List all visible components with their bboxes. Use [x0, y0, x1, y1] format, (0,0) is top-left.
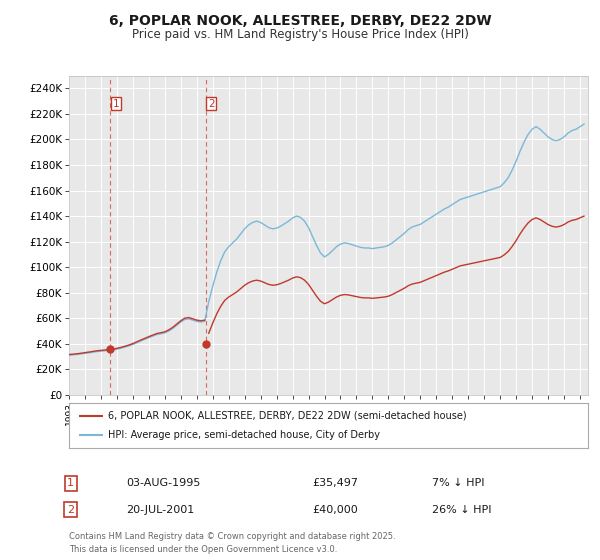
Text: 1: 1	[113, 99, 119, 109]
Text: 20-JUL-2001: 20-JUL-2001	[126, 505, 194, 515]
Text: 26% ↓ HPI: 26% ↓ HPI	[432, 505, 491, 515]
Text: 6, POPLAR NOOK, ALLESTREE, DERBY, DE22 2DW: 6, POPLAR NOOK, ALLESTREE, DERBY, DE22 2…	[109, 14, 491, 28]
Text: £40,000: £40,000	[312, 505, 358, 515]
Text: Price paid vs. HM Land Registry's House Price Index (HPI): Price paid vs. HM Land Registry's House …	[131, 28, 469, 41]
Text: 2: 2	[208, 99, 215, 109]
Text: £35,497: £35,497	[312, 478, 358, 488]
Text: 2: 2	[67, 505, 74, 515]
Text: 6, POPLAR NOOK, ALLESTREE, DERBY, DE22 2DW (semi-detached house): 6, POPLAR NOOK, ALLESTREE, DERBY, DE22 2…	[108, 410, 467, 421]
Text: Contains HM Land Registry data © Crown copyright and database right 2025.
This d: Contains HM Land Registry data © Crown c…	[69, 532, 395, 554]
Text: 7% ↓ HPI: 7% ↓ HPI	[432, 478, 485, 488]
Text: HPI: Average price, semi-detached house, City of Derby: HPI: Average price, semi-detached house,…	[108, 431, 380, 441]
Text: 1: 1	[67, 478, 74, 488]
Text: 03-AUG-1995: 03-AUG-1995	[126, 478, 200, 488]
